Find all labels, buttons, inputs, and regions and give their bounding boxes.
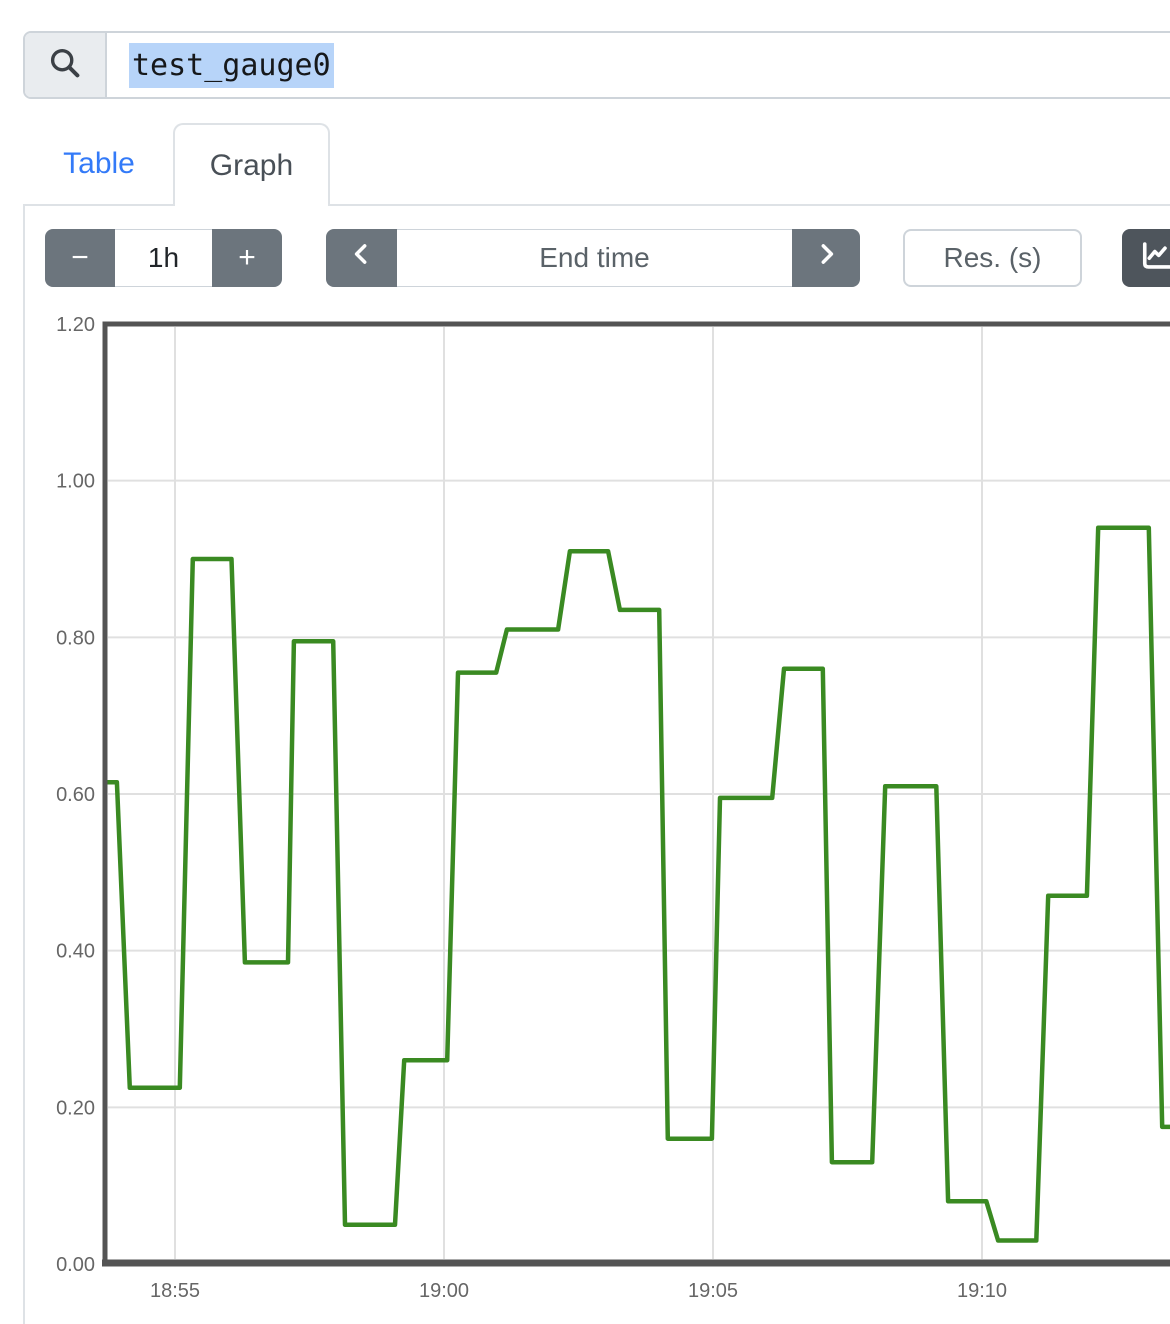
tab-table[interactable]: Table	[40, 123, 158, 205]
plus-icon: +	[238, 241, 256, 274]
chart-gridlines	[108, 327, 1170, 1259]
graph-toggle-button[interactable]	[1122, 229, 1170, 287]
end-time-placeholder: End time	[539, 242, 650, 273]
panel-left-border	[23, 204, 25, 1324]
range-decrease-button[interactable]: −	[45, 229, 115, 287]
axis-tick-labels: 18:55 19:00 19:05 19:10 0.00 0.20 0.40 0.60 0.80…	[56, 314, 1007, 1302]
expression-selected-text: test_gauge0	[129, 42, 334, 88]
svg-text:0.20: 0.20	[56, 1097, 95, 1119]
series-line	[105, 525, 1170, 1243]
panel-top-border	[23, 204, 1170, 206]
search-icon	[47, 45, 83, 86]
tab-table-label: Table	[63, 147, 135, 180]
svg-text:0.00: 0.00	[56, 1254, 95, 1276]
range-value: 1h	[147, 242, 180, 273]
expression-bar: test_gauge0	[23, 31, 1170, 99]
svg-text:0.40: 0.40	[56, 941, 95, 963]
search-addon	[25, 33, 107, 97]
resolution-input[interactable]: Res. (s)	[903, 229, 1082, 287]
resolution-placeholder: Res. (s)	[943, 242, 1042, 273]
range-input[interactable]: 1h	[115, 229, 212, 287]
end-time-back-button[interactable]	[326, 229, 397, 287]
range-increase-button[interactable]: +	[212, 229, 282, 287]
svg-text:19:00: 19:00	[419, 1280, 469, 1302]
svg-text:19:05: 19:05	[688, 1280, 738, 1302]
tab-graph[interactable]: Graph	[173, 123, 330, 206]
chart-axis-border	[102, 321, 1170, 1262]
svg-text:18:55: 18:55	[150, 1280, 200, 1302]
end-time-input[interactable]: End time	[397, 229, 792, 287]
expression-input[interactable]: test_gauge0	[107, 33, 1170, 97]
svg-text:19:10: 19:10	[957, 1280, 1007, 1302]
chevron-right-icon	[813, 241, 839, 275]
svg-text:0.60: 0.60	[56, 784, 95, 806]
chevron-left-icon	[349, 241, 375, 275]
svg-text:0.80: 0.80	[56, 627, 95, 649]
svg-text:1.20: 1.20	[56, 314, 95, 336]
graph-canvas[interactable]	[105, 324, 1170, 1264]
svg-text:1.00: 1.00	[56, 471, 95, 493]
end-time-forward-button[interactable]	[792, 229, 860, 287]
tab-graph-label: Graph	[209, 148, 294, 182]
minus-icon: −	[71, 241, 89, 274]
chart-line-icon	[1138, 238, 1170, 279]
